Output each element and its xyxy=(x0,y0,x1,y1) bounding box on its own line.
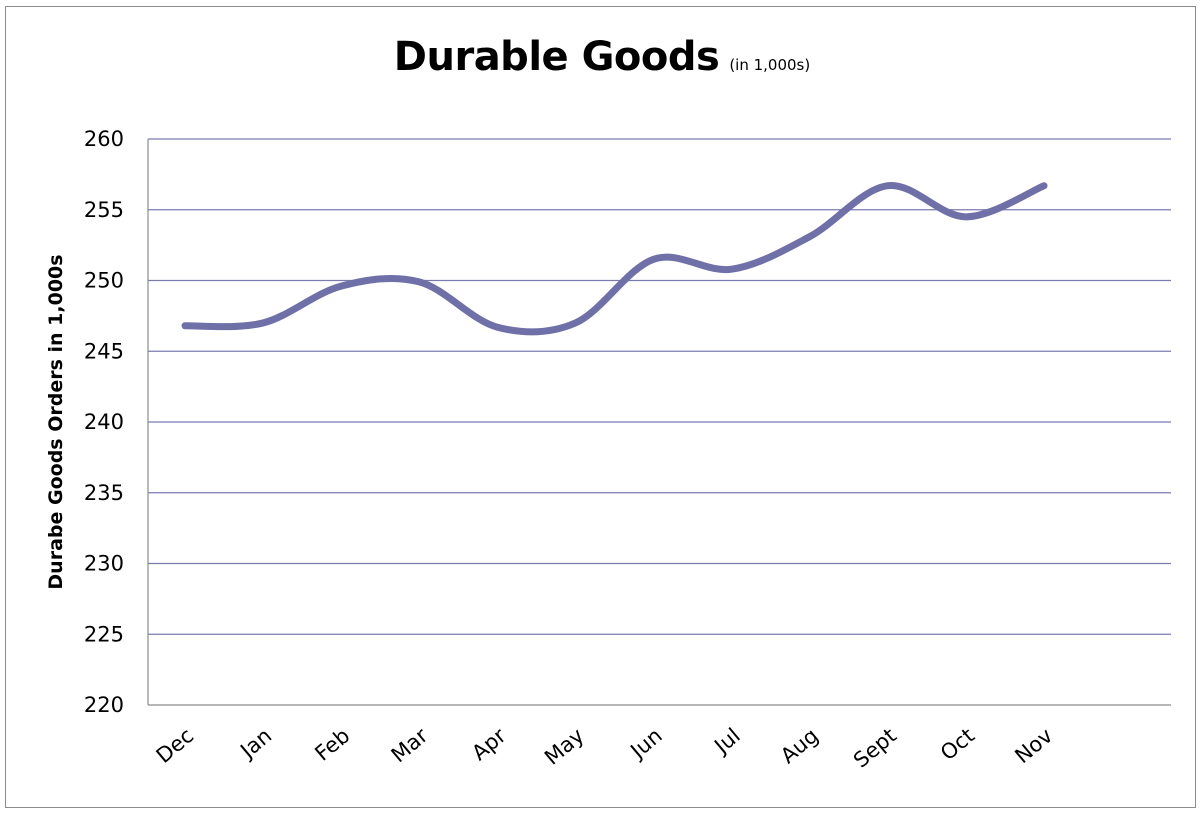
data-point-jul xyxy=(728,266,735,273)
chart-subtitle: (in 1,000s) xyxy=(729,56,811,74)
y-tick-label: 220 xyxy=(84,693,124,717)
y-tick-label: 255 xyxy=(84,198,124,222)
y-tick-label: 230 xyxy=(84,552,124,576)
x-tick-label: Oct xyxy=(936,723,979,765)
chart-title-block: Durable Goods (in 1,000s) xyxy=(0,34,1204,80)
data-point-oct xyxy=(962,213,969,220)
x-axis-tick-labels: Dec Jan Feb Mar Apr May Jun Jul Aug Sept Oct Nov xyxy=(152,723,1058,772)
data-point-jan xyxy=(260,319,267,326)
data-point-may xyxy=(572,319,579,326)
data-point-aug xyxy=(806,233,813,240)
y-tick-label: 250 xyxy=(84,269,124,293)
y-tick-label: 240 xyxy=(84,410,124,434)
y-tick-label: 235 xyxy=(84,481,124,505)
y-axis-tick-labels: 220 225 230 235 240 245 250 255 260 xyxy=(84,127,124,717)
x-tick-label: Jul xyxy=(708,723,744,759)
x-tick-label: May xyxy=(540,723,589,769)
chart-title: Durable Goods xyxy=(393,34,720,80)
y-tick-label: 260 xyxy=(84,127,124,151)
axes xyxy=(147,139,1171,706)
x-tick-label: Sept xyxy=(849,723,901,772)
data-point-feb xyxy=(338,283,345,290)
data-point-jun xyxy=(650,256,657,263)
gridlines xyxy=(148,138,1171,635)
x-tick-label: Aug xyxy=(776,723,823,768)
series-line xyxy=(181,182,1048,336)
data-point-mar xyxy=(416,278,423,285)
chart-frame xyxy=(5,6,1196,808)
data-point-nov xyxy=(1041,182,1048,189)
x-tick-label: Mar xyxy=(387,723,433,767)
data-point-apr xyxy=(494,324,501,331)
x-tick-label: Jun xyxy=(625,723,667,764)
x-tick-label: Feb xyxy=(310,723,354,765)
y-tick-label: 245 xyxy=(84,339,124,363)
y-tick-label: 225 xyxy=(84,622,124,646)
series-layer xyxy=(181,182,1048,336)
x-tick-label: Nov xyxy=(1010,723,1057,768)
x-tick-label: Jan xyxy=(235,723,277,763)
y-axis-label: Durabe Goods Orders in 1,000s xyxy=(45,254,67,589)
data-point-dec xyxy=(182,322,189,329)
x-tick-label: Dec xyxy=(152,723,199,768)
data-point-sept xyxy=(884,182,891,189)
x-tick-label: Apr xyxy=(467,723,511,765)
